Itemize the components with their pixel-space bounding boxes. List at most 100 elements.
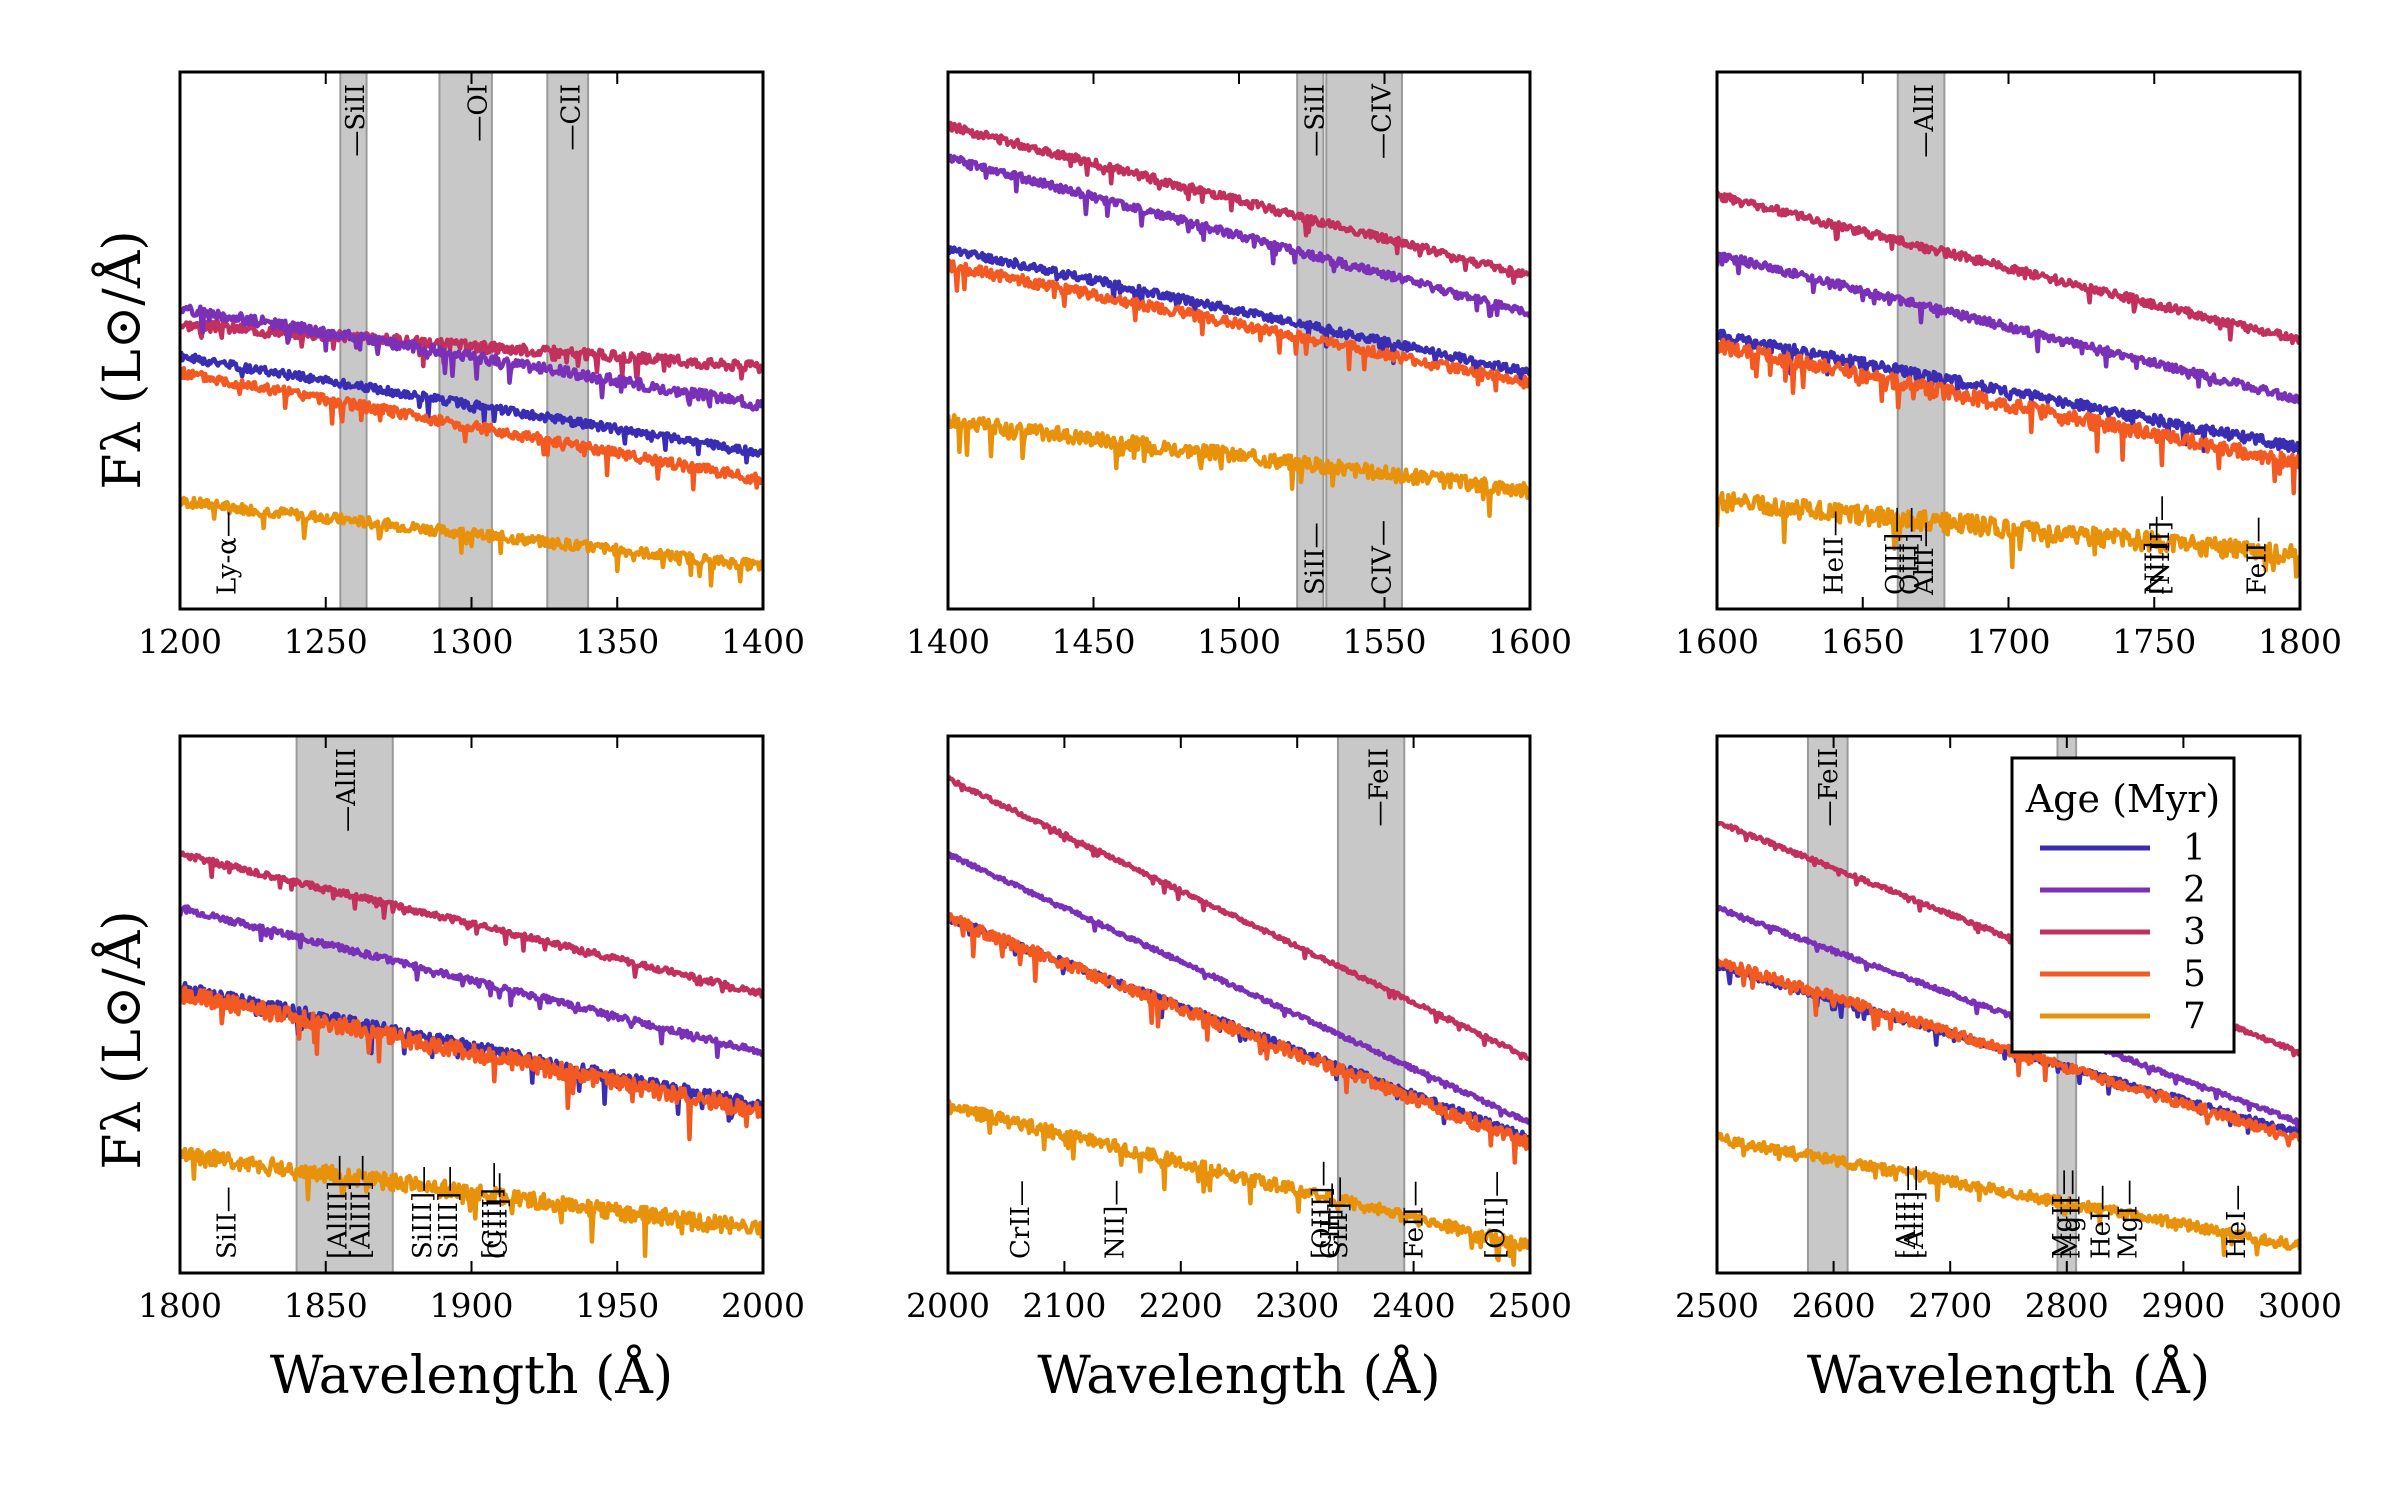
line-label-bottom: [AlIII]— [323, 1155, 353, 1259]
x-tick-label: 2000 [721, 1286, 805, 1325]
feature-band [546, 71, 590, 610]
legend-label-5: 5 [2183, 954, 2206, 995]
legend-box [2010, 756, 2236, 1054]
spectrum-age-2myr [1717, 904, 2300, 1130]
line-label-bottom: HeII— [1820, 510, 1850, 595]
spectrum-age-3myr [180, 319, 763, 381]
x-tick-label: 2900 [2141, 1286, 2225, 1325]
line-label-bottom: [OIII]— [1308, 1161, 1338, 1259]
legend-label-2: 2 [2183, 870, 2206, 911]
line-label-top: —FeII [1814, 748, 1844, 827]
x-tick-label: 1400 [721, 622, 805, 661]
spectrum-age-2myr [1717, 251, 2300, 405]
line-label-bottom: MgII— [2048, 1169, 2078, 1259]
line-label-bottom: OIII]— [1881, 507, 1911, 595]
spectrum-age-3myr [948, 120, 1530, 285]
spectrum-age-5myr [1717, 337, 2300, 496]
panel-1: —SiII —OI —CII Ly-α— 1200 1250 1300 1350 1400 [138, 70, 805, 661]
y-axis-label-top: Fλ (L⊙/Å) [91, 230, 153, 489]
line-label-top: —CII [557, 84, 587, 150]
legend-label-7: 7 [2183, 996, 2206, 1037]
line-label-bottom: SiII— [213, 1186, 243, 1259]
x-axis-label: Wavelength (Å) [1807, 1344, 2210, 1406]
x-tick-label: 1850 [284, 1286, 368, 1325]
line-label-top: —OI [463, 84, 493, 142]
x-axis-label: Wavelength (Å) [1037, 1344, 1440, 1406]
x-tick-label: 1650 [1821, 622, 1905, 661]
line-label-bottom: SiIII]— [434, 1166, 464, 1259]
line-label-bottom: MgII— [2056, 1169, 2086, 1259]
line-label-bottom: NII]— [1100, 1180, 1130, 1259]
line-label-bottom: CIII]— [484, 1172, 514, 1259]
spectrum-age-5myr [948, 912, 1530, 1165]
line-label-bottom: HeI— [2222, 1185, 2252, 1259]
line-label-bottom: [AlIII]— [347, 1155, 377, 1259]
x-tick-label: 1800 [138, 1286, 222, 1325]
spectrum-age-1myr [948, 245, 1530, 386]
line-label-top: —AlII [1910, 84, 1940, 158]
x-tick-label: 2300 [1255, 1286, 1339, 1325]
spectrum-age-2myr [948, 850, 1530, 1126]
spectrum-age-7myr [948, 1098, 1530, 1267]
x-tick-label: 1750 [2112, 622, 2196, 661]
spectrum-age-1myr [180, 350, 763, 465]
x-tick-label: 1900 [430, 1286, 514, 1325]
spectrum-age-3myr [948, 775, 1530, 1062]
line-label-bottom: CIV— [1368, 520, 1398, 595]
x-tick-label: 3000 [2258, 1286, 2342, 1325]
panel-2: —SiII —CIV SiII— CIV— 1400 1450 1500 1550 1600 [906, 70, 1572, 661]
line-label-bottom: NII]— [2140, 516, 2170, 595]
panel-6: —FeII[AlII]—[AlII]— MgII—MgII— HeI—MgI— HeI… [1675, 734, 2342, 1406]
legend-label-3: 3 [2183, 912, 2206, 953]
plot-area [948, 72, 1530, 609]
x-tick-label: 1250 [284, 622, 368, 661]
legend-title: Age (Myr) [2025, 777, 2221, 821]
panel-4: —AlIII SiII— [AlIII]—[AlIII]— SiIII]—SiIII]… [138, 734, 805, 1406]
line-label-bottom: SiII— [1301, 522, 1331, 595]
line-label-bottom: [OII]— [1481, 1171, 1511, 1259]
spectrum-age-5myr [948, 258, 1530, 393]
x-tick-label: 1950 [575, 1286, 659, 1325]
x-tick-label: 2400 [1372, 1286, 1456, 1325]
line-label-top: —CIV [1368, 83, 1398, 159]
x-tick-label: 2500 [1675, 1286, 1759, 1325]
x-axis-label: Wavelength (Å) [270, 1344, 673, 1406]
x-tick-label: 1550 [1343, 622, 1427, 661]
line-label-bottom: [AlII]— [1892, 1165, 1922, 1259]
spectrum-age-2myr [180, 904, 763, 1060]
panel-frame [1715, 734, 2302, 1275]
x-tick-label: 1600 [1675, 622, 1759, 661]
panel-3: —AlII HeII— OIII]—OIII]—AlII— NII]—[NIII]— F… [1675, 70, 2342, 661]
line-label-bottom: FeII— [2242, 516, 2272, 595]
line-label-bottom: [NIII]— [2146, 495, 2176, 595]
line-label-bottom: FeII— [1400, 1180, 1430, 1259]
spectrum-age-2myr [948, 153, 1530, 319]
x-tick-label: 1700 [1967, 622, 2051, 661]
x-tick-label: 2100 [1022, 1286, 1106, 1325]
spectrum-age-7myr [180, 1146, 763, 1259]
spectrum-age-5myr [180, 365, 763, 492]
spectrum-age-7myr [1717, 1131, 2300, 1258]
panel-frame [946, 734, 1532, 1275]
x-tick-label: 1500 [1197, 622, 1281, 661]
x-tick-label: 1800 [2258, 622, 2342, 661]
line-label-bottom: CII]— [1316, 1182, 1346, 1259]
y-axis-label-bottom: Fλ (L⊙/Å) [91, 910, 153, 1169]
spectrum-age-5myr [180, 985, 763, 1142]
line-label-bottom: SiII]— [1324, 1176, 1354, 1259]
line-label-top: —AlIII [332, 748, 362, 832]
line-label-top: —SiII [1301, 84, 1331, 157]
line-label-bottom: [AlII]— [1900, 1165, 1930, 1259]
legend-label-1: 1 [2183, 828, 2206, 869]
x-tick-label: 1300 [430, 622, 514, 661]
line-label-bottom: AlII— [1910, 521, 1940, 596]
spectrum-age-7myr [180, 495, 763, 588]
panel-5: —FeII CrII— NII]— [OIII]—CII]—SiII]— FeII— [O… [906, 734, 1572, 1406]
line-label-bottom: MgI— [2113, 1179, 2143, 1259]
spectrum-age-7myr [1717, 490, 2300, 579]
x-tick-label: 1200 [138, 622, 222, 661]
line-label-bottom: [CIII]— [478, 1162, 508, 1259]
line-label-top: —SiII [341, 84, 371, 157]
feature-band [1336, 735, 1406, 1274]
